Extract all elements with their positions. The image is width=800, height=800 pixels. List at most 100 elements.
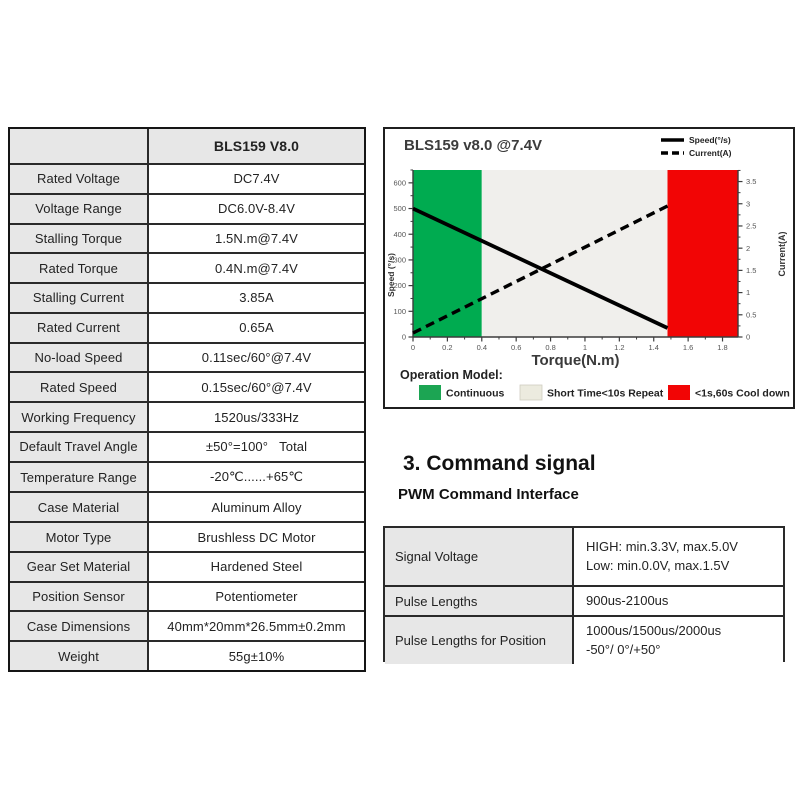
chart-text: Continuous bbox=[446, 388, 504, 400]
command-value-line: HIGH: min.3.3V, max.5.0V bbox=[586, 538, 738, 554]
spec-value-cell: 0.15sec/60°@7.4V bbox=[149, 373, 364, 402]
speed-line bbox=[412, 206, 669, 330]
chart-text: 500 bbox=[393, 204, 406, 213]
chart-text: 0.2 bbox=[442, 343, 452, 352]
spec-value-cell: 55g±10% bbox=[149, 642, 364, 671]
command-value-line: 1000us/1500us/2000us bbox=[586, 622, 722, 638]
table-row: Case Material Aluminum Alloy bbox=[10, 491, 364, 522]
command-section-title: 3. Command signal bbox=[403, 452, 596, 475]
command-label-cell: Pulse Lengths for Position bbox=[385, 617, 574, 664]
table-row: Motor Type Brushless DC Motor bbox=[10, 521, 364, 551]
spec-value-cell: 1.5N.m@7.4V bbox=[149, 224, 364, 253]
zone-legend-swatch-2 bbox=[668, 385, 690, 400]
chart-text: 1.4 bbox=[649, 343, 659, 352]
chart-text: 1.6 bbox=[683, 343, 693, 352]
table-row: Gear Set Material Hardened Steel bbox=[10, 550, 364, 581]
table-row: Temperature Range -20℃......+65℃ bbox=[10, 460, 364, 492]
chart-text: 0 bbox=[411, 343, 415, 352]
chart-text: 1.8 bbox=[717, 343, 727, 352]
spec-value-cell: Brushless DC Motor bbox=[149, 523, 364, 551]
chart-text: <1s,60s Cool down bbox=[695, 388, 790, 400]
spec-label-cell: Weight bbox=[10, 642, 149, 671]
chart-text: 0.6 bbox=[511, 343, 521, 352]
chart-text: 0.8 bbox=[545, 343, 555, 352]
spec-value-cell: Aluminum Alloy bbox=[149, 493, 364, 522]
command-value-cell: 900us-2100us bbox=[574, 587, 783, 615]
table-row: Stalling Torque 1.5N.m@7.4V bbox=[10, 222, 364, 253]
zone-band-0 bbox=[413, 170, 482, 337]
table-row: Pulse Lengths for Position 1000us/1500us/… bbox=[385, 615, 783, 664]
spec-value-cell: 1520us/333Hz bbox=[149, 403, 364, 431]
spec-value-cell: ±50°=100° Total bbox=[149, 432, 364, 461]
spec-value-cell: DC6.0V-8.4V bbox=[149, 194, 364, 223]
zone-legend-swatch-1 bbox=[519, 384, 543, 401]
chart-text: Current(A) bbox=[689, 148, 732, 158]
command-table: Signal Voltage HIGH: min.3.3V, max.5.0V Lo… bbox=[383, 526, 785, 664]
spec-value-cell: Potentiometer bbox=[149, 582, 364, 611]
spec-value-cell: 0.11sec/60°@7.4V bbox=[149, 343, 364, 372]
zone-legend-swatch-0 bbox=[419, 385, 441, 400]
chart-text: 400 bbox=[393, 230, 406, 239]
chart-text: 0 bbox=[746, 333, 750, 342]
chart-text: 3.5 bbox=[746, 177, 756, 186]
spec-header-product-cell: BLS159 V8.0 bbox=[149, 129, 364, 163]
chart-text: Short Time<10s Repeat bbox=[547, 388, 664, 400]
table-row: No-load Speed 0.11sec/60°@7.4V bbox=[10, 341, 364, 372]
spec-value-cell: 40mm*20mm*26.5mm±0.2mm bbox=[149, 612, 364, 641]
spec-header-empty-cell bbox=[10, 129, 149, 163]
spec-label-cell: Case Material bbox=[10, 493, 149, 522]
torque-chart-panel: 0 100 200 300 400 500 600 0 0.5 1 1.5 2 2.5 3 3.5 0 0.2 0… bbox=[383, 127, 795, 409]
chart-text: 300 bbox=[393, 256, 406, 265]
spec-value-cell: 0.65A bbox=[149, 313, 364, 342]
chart-text: 0 bbox=[402, 333, 406, 342]
command-value-line: 900us-2100us bbox=[586, 592, 669, 608]
table-row: Voltage Range DC6.0V-8.4V bbox=[10, 192, 364, 223]
table-row: Rated Torque 0.4N.m@7.4V bbox=[10, 252, 364, 283]
spec-value-cell: DC7.4V bbox=[149, 165, 364, 193]
spec-table-header-row: BLS159 V8.0 bbox=[10, 129, 364, 163]
command-value-cell: HIGH: min.3.3V, max.5.0V Low: min.0.0V, m… bbox=[574, 528, 783, 585]
table-row: Working Frequency 1520us/333Hz bbox=[10, 401, 364, 431]
spec-label-cell: Voltage Range bbox=[10, 194, 149, 223]
spec-label-cell: Default Travel Angle bbox=[10, 432, 149, 461]
chart-text: 600 bbox=[393, 178, 406, 187]
table-row: Case Dimensions 40mm*20mm*26.5mm±0.2mm bbox=[10, 610, 364, 641]
command-section-subtitle: PWM Command Interface bbox=[398, 486, 579, 503]
spec-label-cell: Motor Type bbox=[10, 523, 149, 551]
spec-label-cell: Stalling Torque bbox=[10, 224, 149, 253]
spec-label-cell: Temperature Range bbox=[10, 462, 149, 492]
table-row: Rated Current 0.65A bbox=[10, 311, 364, 342]
command-value-line: -50°/ 0°/+50° bbox=[586, 641, 661, 657]
chart-text: 1.5 bbox=[746, 266, 756, 275]
chart-text: 100 bbox=[393, 307, 406, 316]
chart-text: 200 bbox=[393, 281, 406, 290]
spec-label-cell: No-load Speed bbox=[10, 343, 149, 372]
chart-text: 2.5 bbox=[746, 222, 756, 231]
spec-value-cell: 3.85A bbox=[149, 284, 364, 312]
command-value-line: Low: min.0.0V, max.1.5V bbox=[586, 557, 730, 573]
spec-label-cell: Stalling Current bbox=[10, 284, 149, 312]
chart-text: 3 bbox=[746, 199, 750, 208]
spec-label-cell: Rated Torque bbox=[10, 254, 149, 283]
current-line bbox=[412, 204, 669, 335]
chart-text: BLS159 v8.0 @7.4V bbox=[404, 137, 542, 154]
command-value-cell: 1000us/1500us/2000us -50°/ 0°/+50° bbox=[574, 617, 783, 664]
spec-label-cell: Rated Voltage bbox=[10, 165, 149, 193]
torque-chart-svg: 0 100 200 300 400 500 600 0 0.5 1 1.5 2 2.5 3 3.5 0 0.2 0… bbox=[386, 135, 790, 401]
chart-text: 1 bbox=[746, 288, 750, 297]
chart-text: 1.2 bbox=[614, 343, 624, 352]
chart-text: Current(A) bbox=[777, 232, 787, 277]
spec-value-cell: -20℃......+65℃ bbox=[149, 462, 364, 492]
table-row: Rated Voltage DC7.4V bbox=[10, 163, 364, 193]
chart-text: 0.5 bbox=[746, 310, 756, 319]
zone-band-2 bbox=[667, 170, 738, 337]
command-label-cell: Signal Voltage bbox=[385, 528, 574, 585]
spec-label-cell: Case Dimensions bbox=[10, 612, 149, 641]
table-row: Position Sensor Potentiometer bbox=[10, 580, 364, 611]
table-row: Pulse Lengths 900us-2100us bbox=[385, 585, 783, 615]
spec-table: BLS159 V8.0 Rated Voltage DC7.4V Voltage R… bbox=[8, 127, 366, 672]
chart-text: Torque(N.m) bbox=[531, 352, 619, 369]
table-row: Rated Speed 0.15sec/60°@7.4V bbox=[10, 371, 364, 402]
chart-text: 1 bbox=[583, 343, 587, 352]
